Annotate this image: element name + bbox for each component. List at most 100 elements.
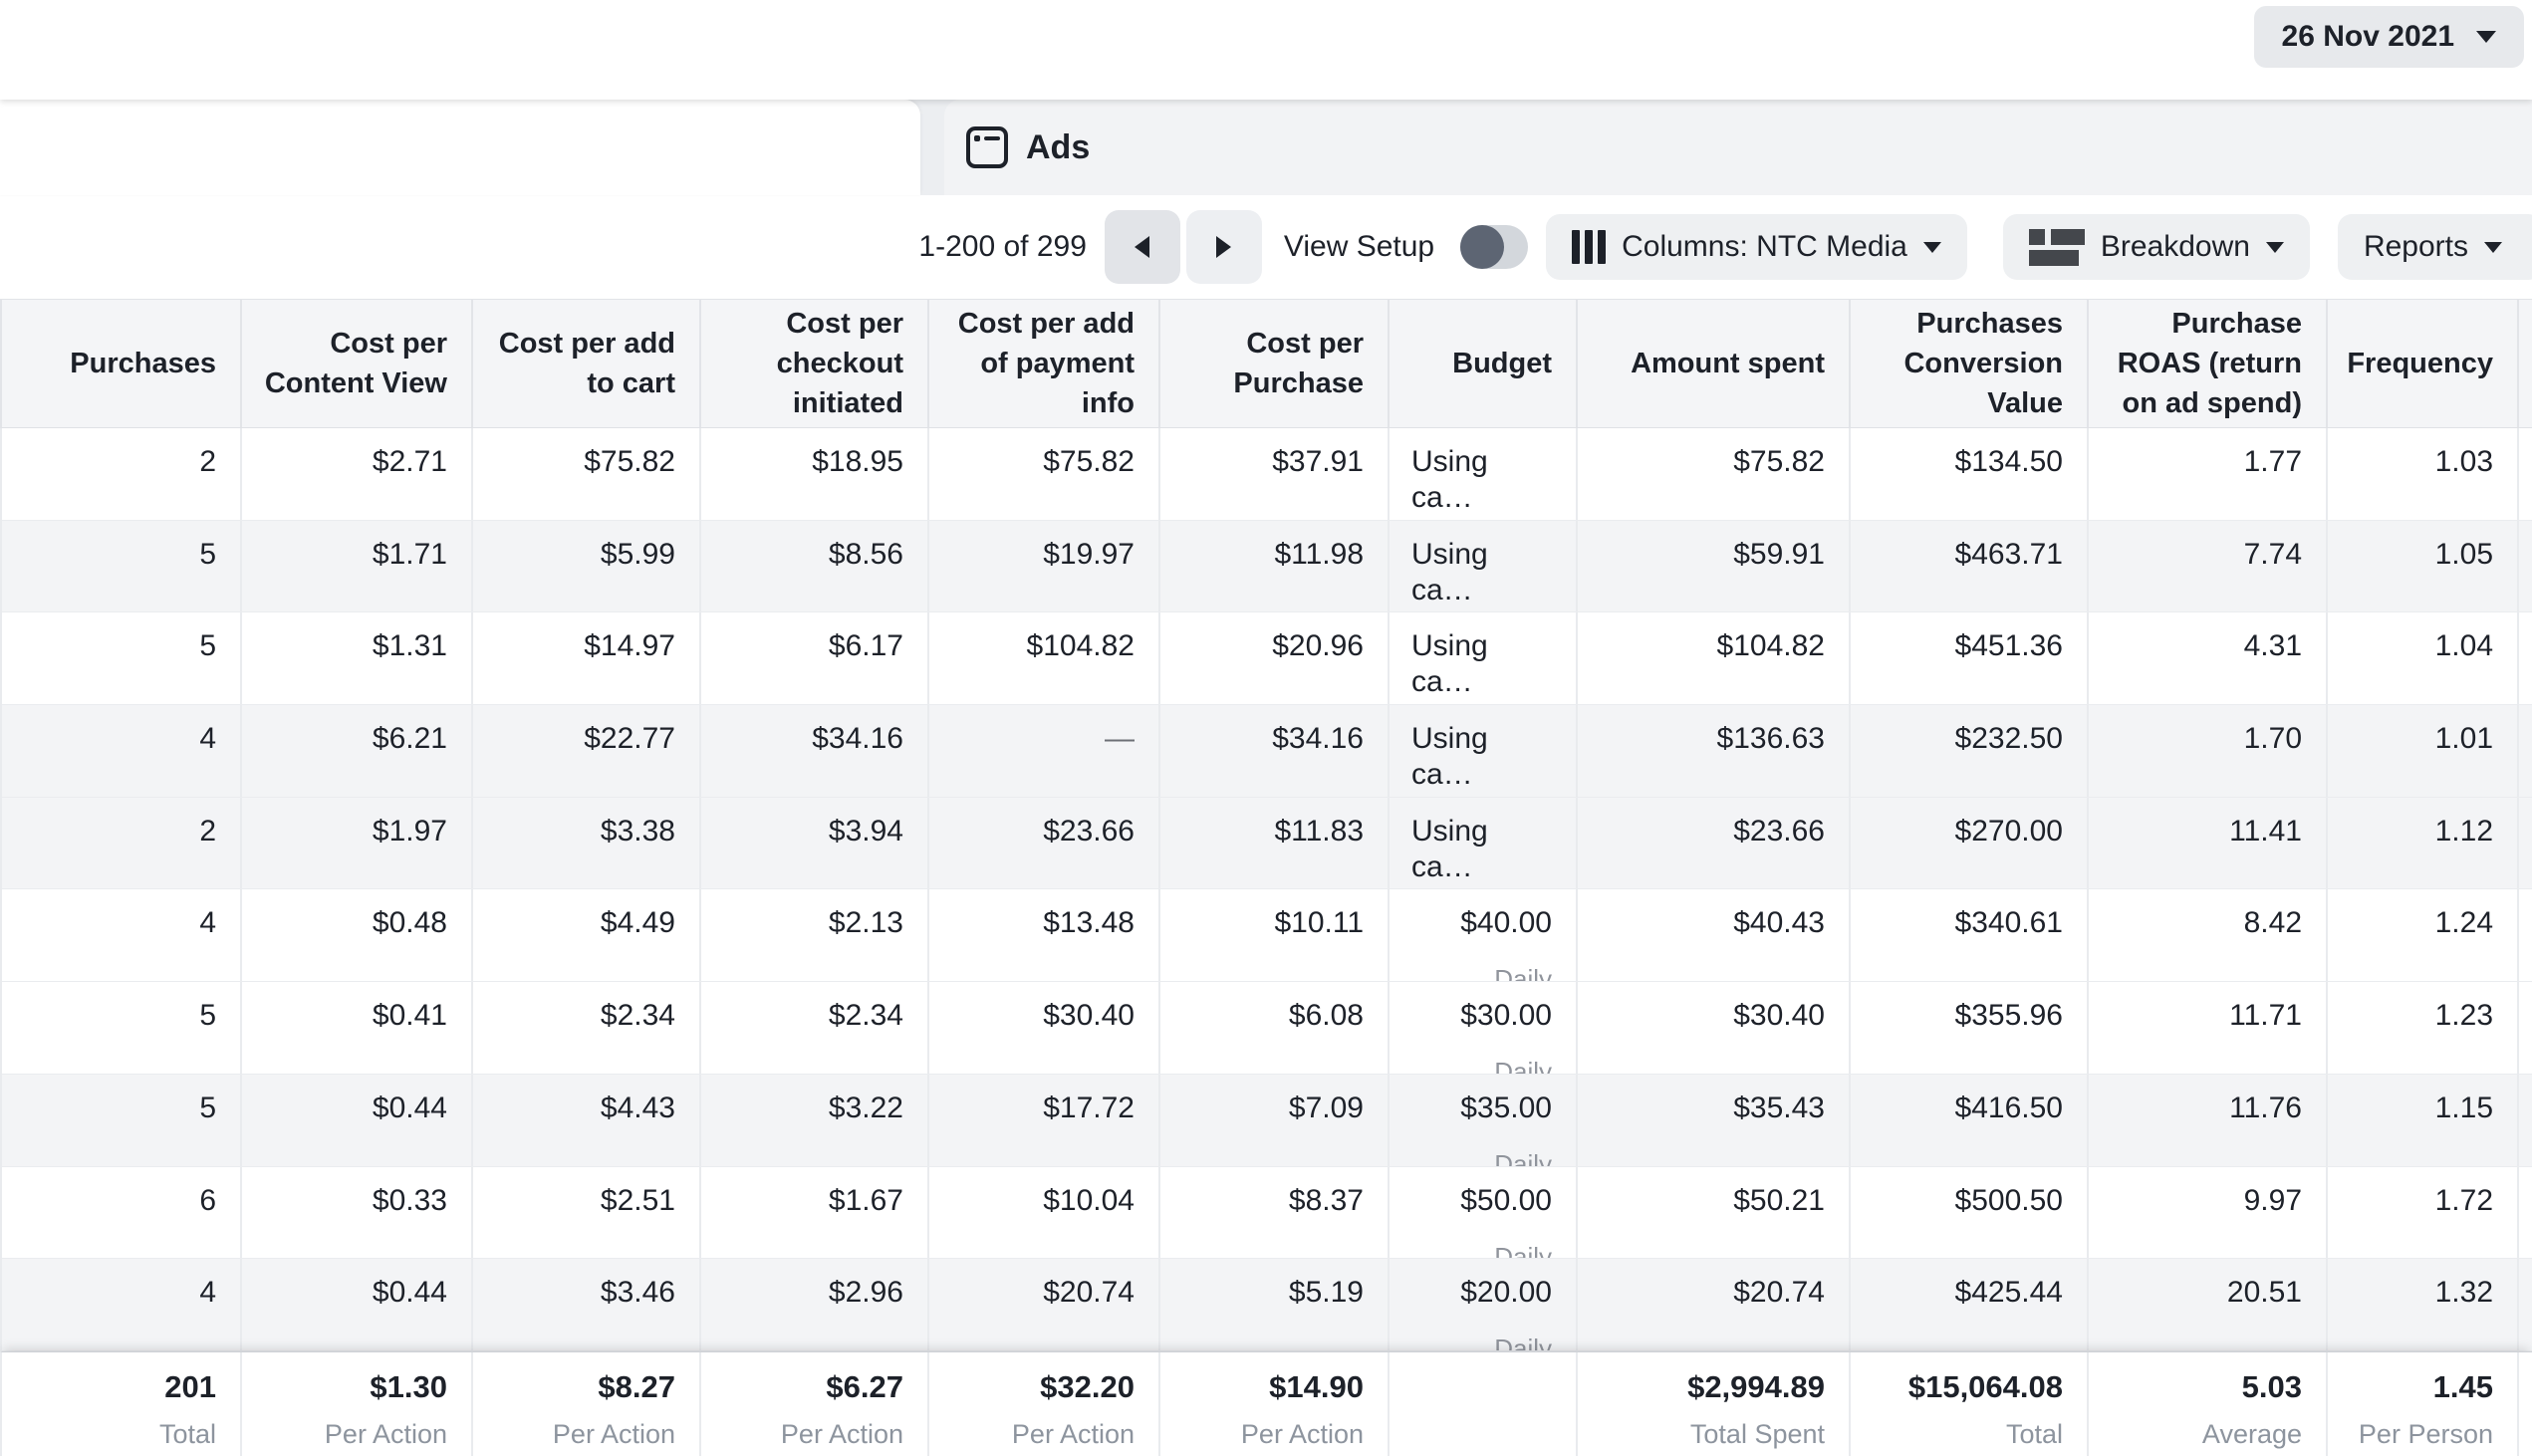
table-row[interactable]: 5 $0.44 $4.43 $3.22 $17.72 $7.09 $35.00 Daily $3… (2, 1074, 2532, 1167)
table-cell: $2.71 (242, 428, 473, 520)
table-cell: 5 (2, 982, 242, 1074)
date-range-button[interactable]: 26 Nov 2021 (2253, 6, 2524, 68)
table-cell (2519, 1075, 2532, 1166)
table-toolbar: 1-200 of 299 View Setup Columns: NTC Med… (0, 195, 2532, 299)
table-footer-row: 201 Total $1.30 Per Action $8.27 Per Action $6… (0, 1350, 2532, 1456)
footer-cell: $2,994.89 Total Spent (1578, 1351, 1851, 1456)
footer-cell: 201 Total (2, 1351, 242, 1456)
column-header[interactable]: Cost per Purchase (1160, 300, 1390, 427)
column-header[interactable]: Cost per checkout initiated (701, 300, 929, 427)
table-cell: $0.33 (242, 1166, 473, 1259)
caret-down-icon (2476, 31, 2496, 43)
table-cell: 1.03 (2328, 428, 2519, 520)
footer-cell: 5.03 Average (2089, 1351, 2328, 1456)
caret-down-icon (2484, 241, 2502, 253)
table-row[interactable]: 2 $1.97 $3.38 $3.94 $23.66 $11.83 Using ca… $23… (2, 797, 2532, 890)
table-body: 2 $2.71 $75.82 $18.95 $75.82 $37.91 Using ca… $… (0, 428, 2532, 1351)
view-setup-toggle[interactable] (1460, 225, 1529, 269)
cell-value: — (1105, 722, 1135, 756)
table-cell: Using ca… (1390, 612, 1578, 705)
footer-value: $14.90 (1269, 1368, 1364, 1404)
column-header[interactable]: Purchases (2, 300, 242, 427)
table-cell: $1.97 (242, 797, 473, 889)
table-cell: $20.74 (929, 1259, 1160, 1350)
table-cell: $4.43 (473, 1074, 701, 1166)
table-cell: $425.44 (1851, 1259, 2089, 1350)
tab-active-card[interactable] (0, 100, 920, 195)
table-cell: Using ca… (1390, 520, 1578, 612)
column-header[interactable]: Cost per Content View (242, 300, 473, 427)
table-cell: 1.77 (2089, 428, 2328, 520)
table-cell: $40.00 Daily (1390, 889, 1578, 982)
table-cell: $4.49 (473, 889, 701, 982)
table-cell: $1.67 (701, 1166, 929, 1259)
caret-down-icon (1922, 241, 1941, 253)
table-cell: 2 (2, 428, 242, 520)
table-cell: $35.00 Daily (1390, 1074, 1578, 1166)
footer-sublabel: Total (158, 1418, 216, 1449)
breakdown-icon (2028, 227, 2085, 267)
table-cell: 1.12 (2328, 797, 2519, 889)
table-cell: 5 (2, 520, 242, 612)
table-cell (2519, 798, 2532, 889)
table-cell: $37.91 (1160, 428, 1390, 520)
table-cell: $0.48 (242, 889, 473, 982)
table-cell: $11.83 (1160, 797, 1390, 889)
cell-value: $40.00 (1460, 906, 1552, 940)
column-header[interactable]: Purchase ROAS (return on ad spend) (2089, 300, 2328, 427)
column-header[interactable]: Cost per add of payment info (929, 300, 1160, 427)
footer-value: $8.27 (598, 1368, 675, 1404)
breakdown-button[interactable]: Breakdown (2002, 214, 2310, 280)
table-cell: 5 (2, 612, 242, 705)
footer-value: $1.30 (370, 1368, 447, 1404)
reports-button[interactable]: Reports (2337, 214, 2532, 280)
table-row[interactable]: 5 $1.71 $5.99 $8.56 $19.97 $11.98 Using ca… $59… (2, 520, 2532, 613)
cell-value: Using ca… (1411, 537, 1488, 607)
next-page-button[interactable] (1185, 210, 1262, 284)
table-cell: $20.74 (1578, 1259, 1851, 1350)
table-cell: — (929, 705, 1160, 797)
table-row[interactable]: 5 $0.41 $2.34 $2.34 $30.40 $6.08 $30.00 Daily $3… (2, 982, 2532, 1075)
cell-value: Using ca… (1411, 629, 1488, 699)
column-header[interactable]: Amount spent (1578, 300, 1851, 427)
table-cell: 1.72 (2328, 1166, 2519, 1259)
table-cell: 1.15 (2328, 1074, 2519, 1166)
column-header[interactable]: Budget (1390, 300, 1578, 427)
cell-value: Using ca… (1411, 445, 1488, 514)
table-cell (2519, 982, 2532, 1074)
cell-value: $20.00 (1460, 1276, 1552, 1310)
tab-ads[interactable]: Ads (944, 100, 2532, 195)
footer-sublabel: Total Spent (1689, 1418, 1825, 1449)
table-cell: 20.51 (2089, 1259, 2328, 1350)
table-cell: $270.00 (1851, 797, 2089, 889)
table-cell: 4 (2, 1259, 242, 1350)
footer-sublabel: Per Action (1011, 1418, 1135, 1449)
table-header-row: Purchases Cost per Content View Cost per a… (0, 299, 2532, 428)
cell-value: Using ca… (1411, 814, 1488, 883)
table-row[interactable]: 4 $0.44 $3.46 $2.96 $20.74 $5.19 $20.00 Daily $2… (2, 1259, 2532, 1351)
column-header[interactable]: Cost per add to cart (473, 300, 701, 427)
table-cell: $13.48 (929, 889, 1160, 982)
column-header[interactable]: Frequency (2328, 300, 2519, 427)
footer-cell: $6.27 Per Action (701, 1351, 929, 1456)
table-cell: $30.40 (929, 982, 1160, 1074)
column-header[interactable] (2519, 300, 2532, 427)
table-row[interactable]: 2 $2.71 $75.82 $18.95 $75.82 $37.91 Using ca… $… (2, 428, 2532, 521)
table-row[interactable]: 6 $0.33 $2.51 $1.67 $10.04 $8.37 $50.00 Daily $5… (2, 1166, 2532, 1260)
columns-button[interactable]: Columns: NTC Media (1546, 214, 1967, 280)
prev-page-button[interactable] (1104, 210, 1180, 284)
table-row[interactable]: 4 $0.48 $4.49 $2.13 $13.48 $10.11 $40.00 Daily $… (2, 889, 2532, 983)
footer-sublabel: Average (2201, 1418, 2302, 1449)
cell-value: Using ca… (1411, 722, 1488, 792)
table-cell: 4 (2, 889, 242, 982)
table-cell: $22.77 (473, 705, 701, 797)
table-cell: $75.82 (929, 428, 1160, 520)
table-cell: $232.50 (1851, 705, 2089, 797)
table-cell: $5.99 (473, 520, 701, 612)
table-cell: $8.56 (701, 520, 929, 612)
table-row[interactable]: 5 $1.31 $14.97 $6.17 $104.82 $20.96 Using ca… $… (2, 612, 2532, 706)
table-cell: $6.21 (242, 705, 473, 797)
column-header[interactable]: Purchases Conversion Value (1851, 300, 2089, 427)
table-cell: $17.72 (929, 1074, 1160, 1166)
table-row[interactable]: 4 $6.21 $22.77 $34.16— $34.16 Using ca… $136.6… (2, 705, 2532, 798)
